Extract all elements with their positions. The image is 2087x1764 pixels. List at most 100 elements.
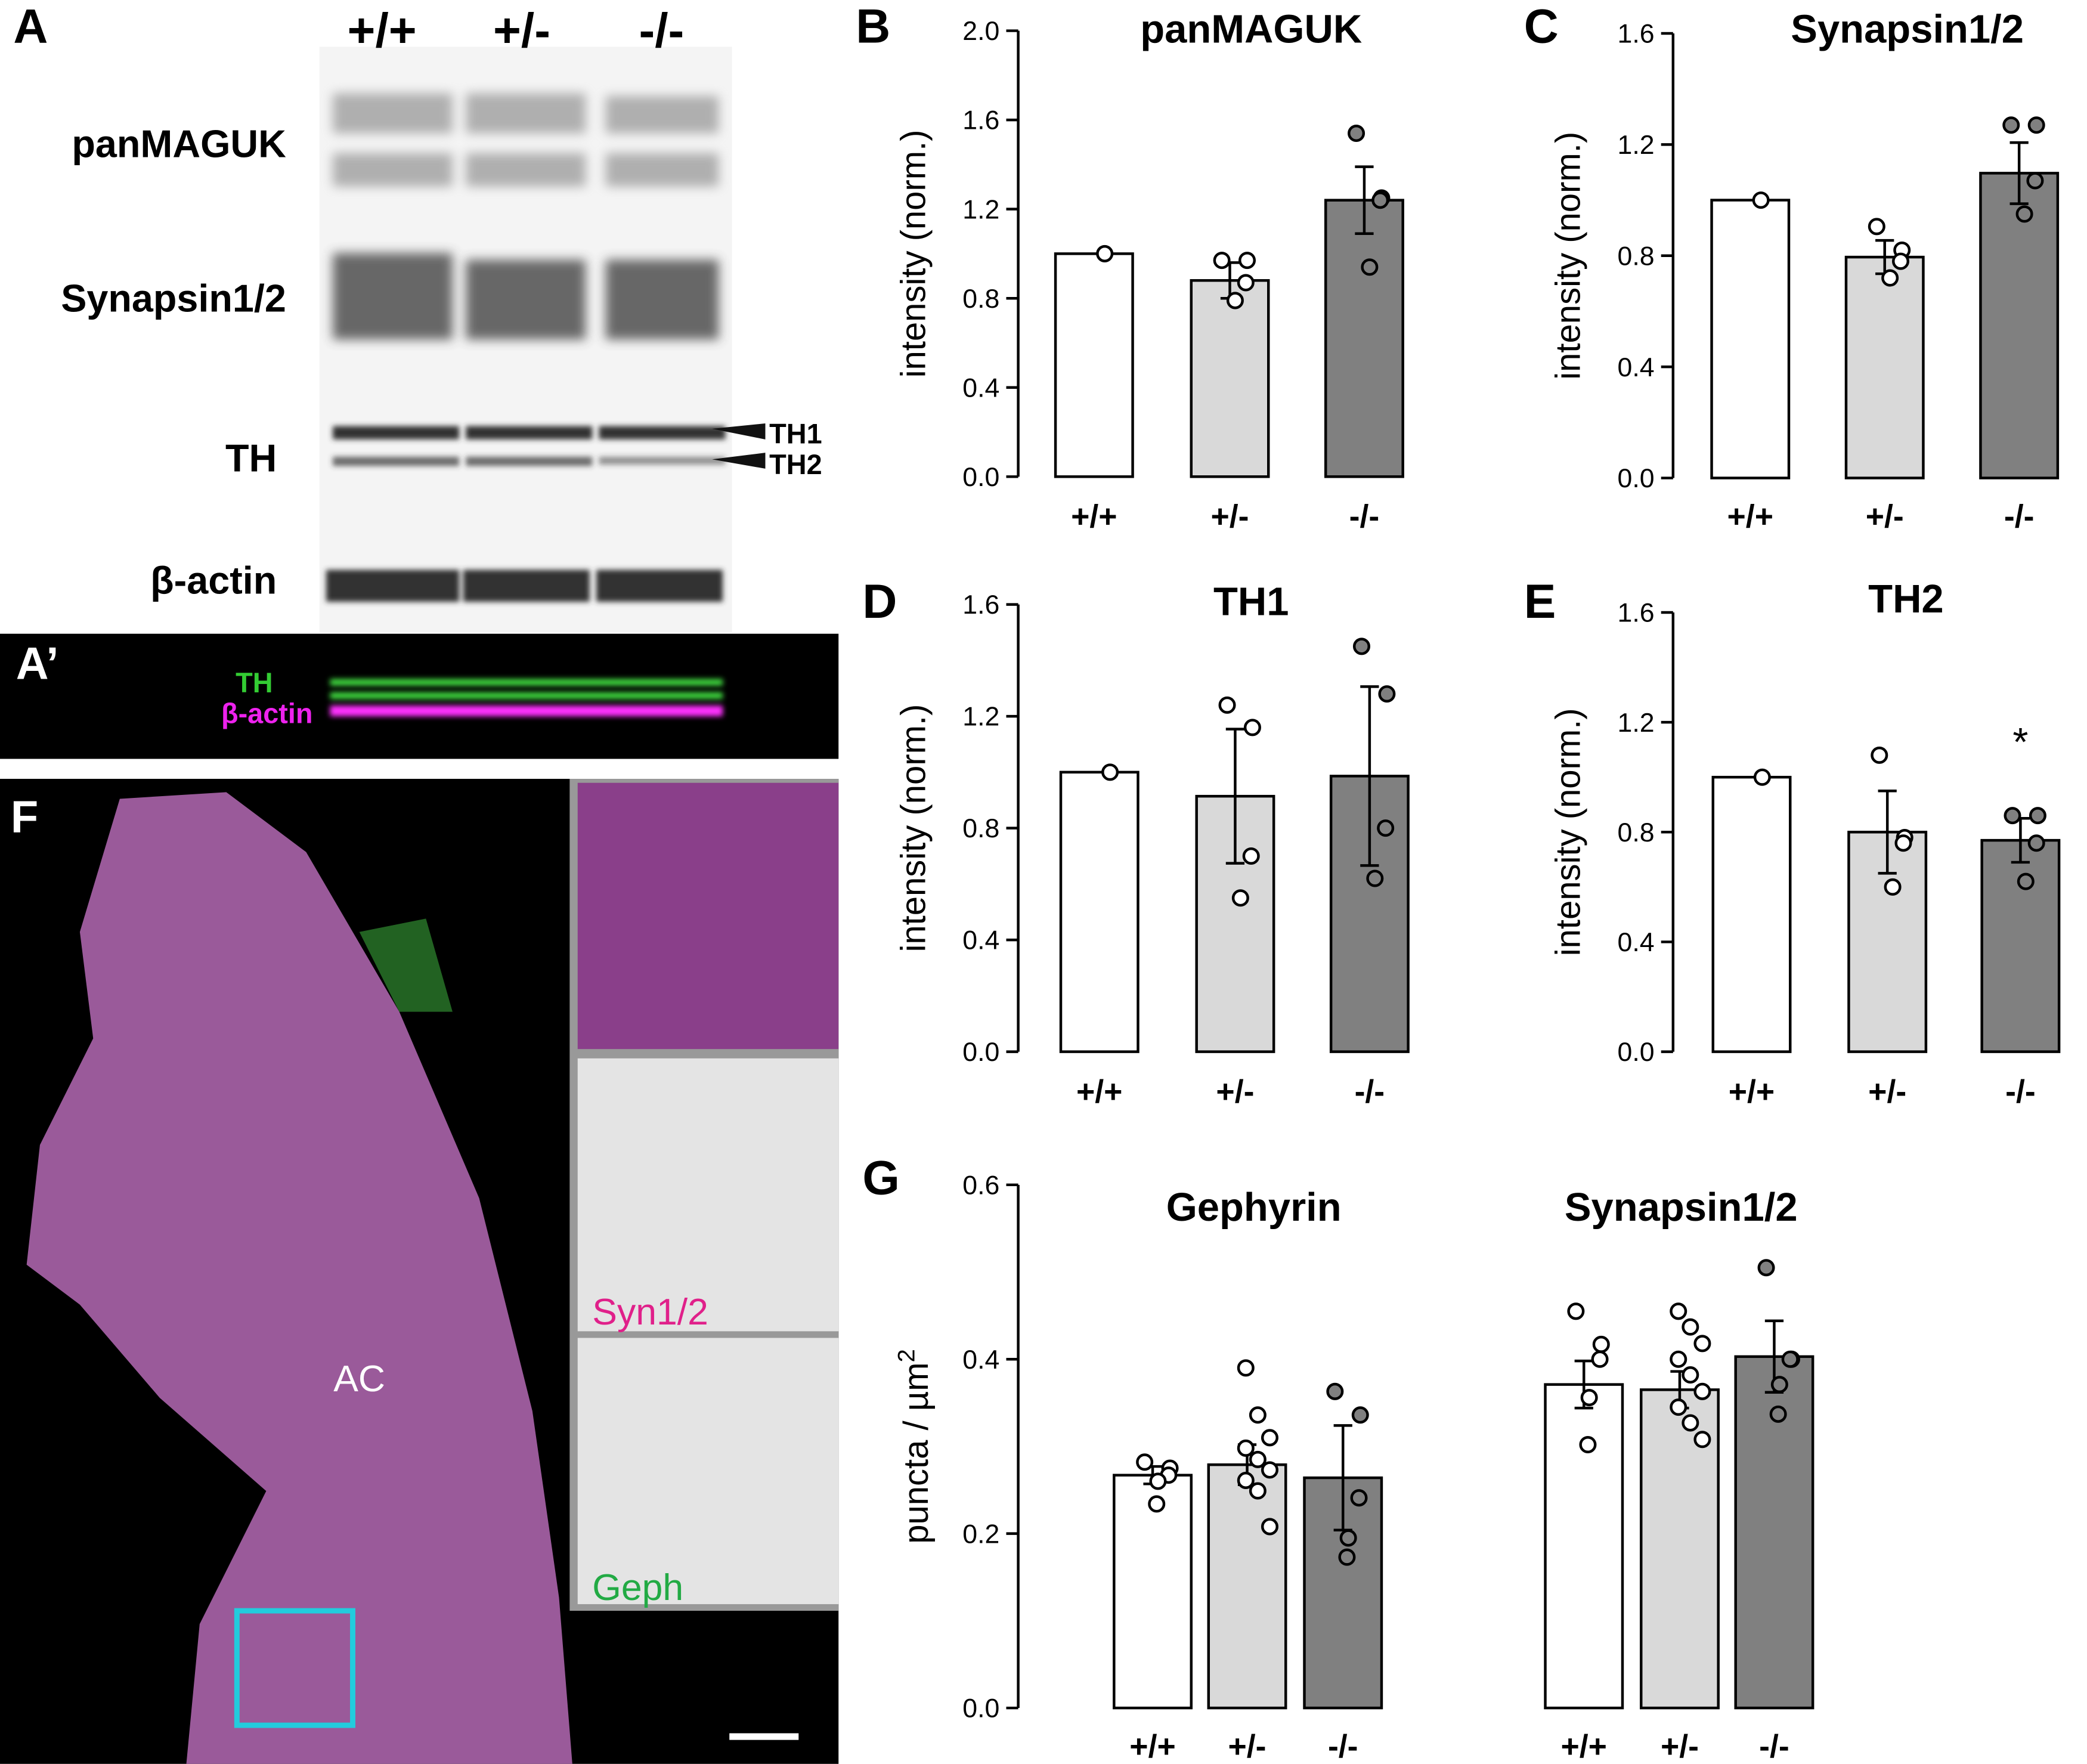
x-tick-label: +/- [1661, 1729, 1699, 1764]
x-tick-label: +/+ [1129, 1729, 1175, 1764]
panel-letter: G [862, 1151, 900, 1205]
data-point [1377, 819, 1395, 837]
bar [1059, 770, 1140, 1053]
row-label: panMAGUK [72, 122, 286, 166]
data-point [1871, 746, 1888, 764]
y-tick-label: 1.6 [1618, 599, 1655, 628]
data-point [1351, 1406, 1369, 1424]
panel-letter: A [13, 0, 48, 54]
data-point [1352, 637, 1370, 655]
y-axis-label: intensity (norm.) [1549, 708, 1588, 956]
data-point [1237, 1439, 1255, 1457]
chart-title: TH1 [1213, 579, 1289, 624]
data-point [2015, 205, 2033, 223]
micrograph [0, 779, 839, 1764]
panel-letter: D [862, 575, 897, 629]
data-point [2002, 116, 2020, 134]
group-title: Synapsin1/2 [1565, 1185, 1798, 1230]
y-tick-label: 0.8 [1618, 242, 1655, 271]
y-axis-label: intensity (norm.) [1549, 132, 1588, 380]
y-tick-label: 0.4 [962, 1345, 999, 1375]
x-tick-label: +/- [1228, 1729, 1267, 1764]
y-tick-label: 0.0 [1618, 1038, 1655, 1067]
y-tick-label: 1.6 [962, 590, 999, 620]
inset-label: Geph [592, 1567, 683, 1608]
data-point [1770, 1376, 1788, 1394]
x-tick-label: +/- [1216, 1074, 1254, 1109]
bar [1324, 199, 1404, 478]
data-point [1781, 1350, 1799, 1368]
data-point [1249, 1406, 1267, 1424]
y-tick-label: 1.2 [1618, 131, 1655, 160]
data-point [1891, 252, 1910, 270]
data-point [1226, 292, 1244, 310]
y-tick-label: 0.0 [962, 463, 999, 492]
error-bar [1225, 728, 1245, 865]
x-tick-label: +/+ [1076, 1074, 1122, 1109]
data-point [1894, 834, 1912, 852]
bar [1054, 252, 1134, 478]
data-point [1769, 1405, 1787, 1423]
data-point [2004, 807, 2021, 825]
x-tick-label: -/- [2005, 1074, 2036, 1109]
bar [1711, 775, 1792, 1053]
western-blot [319, 47, 766, 633]
x-tick-label: +/+ [1727, 499, 1773, 534]
bar [1207, 1463, 1287, 1710]
y-tick-label: 0.8 [962, 814, 999, 843]
data-point [1218, 696, 1236, 714]
genotype-label: -/- [639, 4, 684, 57]
band-label: TH1 [769, 419, 822, 450]
data-point [1238, 252, 1256, 270]
data-point [1371, 191, 1389, 209]
group-title: Gephyrin [1166, 1185, 1342, 1230]
data-point [1136, 1453, 1154, 1471]
x-tick-label: -/- [1759, 1729, 1789, 1764]
bar [1980, 838, 2061, 1053]
y-tick-label: 1.2 [962, 195, 999, 224]
data-point [1567, 1302, 1585, 1320]
data-point [1101, 763, 1119, 781]
y-axis-label: intensity (norm.) [894, 704, 933, 952]
x-tick-label: +/+ [1071, 499, 1117, 534]
data-point [1670, 1302, 1687, 1320]
row-label: Synapsin1/2 [61, 277, 286, 320]
y-tick-label: 1.2 [1618, 708, 1655, 738]
data-point [1693, 1382, 1711, 1400]
data-point [1670, 1350, 1687, 1368]
chart-title: TH2 [1868, 577, 1944, 621]
y-tick-label: 0.4 [1618, 353, 1655, 382]
y-axis-label-sup: 2 [893, 1349, 919, 1362]
data-point [1361, 258, 1379, 276]
chart-title: Synapsin1/2 [1791, 7, 2024, 52]
genotype-label: +/+ [348, 4, 417, 57]
region-label: AC [333, 1358, 385, 1400]
data-point [1237, 1471, 1255, 1489]
bar [1544, 1383, 1624, 1710]
data-point [1752, 191, 1770, 209]
x-tick-label: -/- [1328, 1729, 1358, 1764]
data-point [1243, 719, 1261, 736]
bar [1190, 279, 1270, 478]
fluorescence-bands [330, 679, 723, 717]
data-point [1366, 869, 1384, 887]
data-point [1868, 218, 1885, 236]
data-point [1249, 1450, 1267, 1468]
x-tick-label: +/- [1210, 499, 1249, 534]
band-arrow [712, 423, 766, 469]
y-axis-label: puncta / µm2 [893, 1349, 935, 1544]
y-tick-label: 0.2 [962, 1519, 999, 1549]
data-point [1096, 245, 1114, 262]
data-point [1261, 1429, 1278, 1447]
panel-letter: B [856, 0, 890, 54]
x-tick-label: -/- [2004, 499, 2035, 534]
data-point [1338, 1548, 1356, 1566]
data-point [1242, 847, 1260, 865]
y-tick-label: 0.0 [1618, 464, 1655, 493]
data-point [2029, 807, 2046, 825]
significance-mark: * [2012, 720, 2028, 765]
data-point [2017, 872, 2035, 890]
data-point [1757, 1259, 1775, 1277]
y-tick-label: 0.8 [1618, 818, 1655, 847]
